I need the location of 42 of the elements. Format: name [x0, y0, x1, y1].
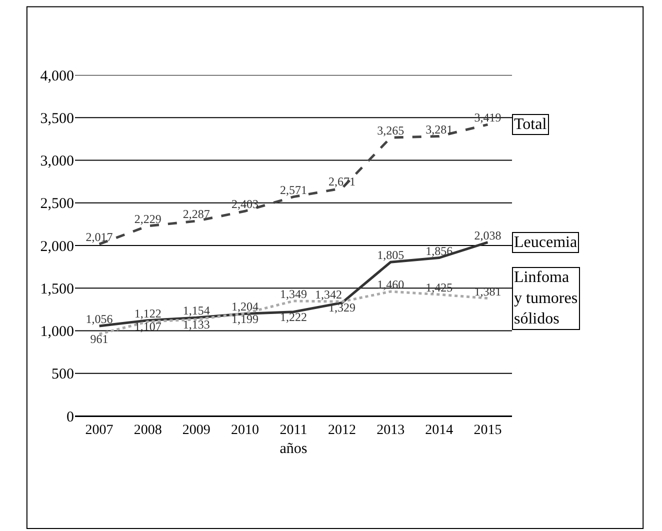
data-label: 1,342: [315, 288, 342, 302]
data-label: 961: [90, 332, 108, 346]
data-label: 1,222: [280, 310, 307, 324]
data-label: 1,133: [182, 317, 210, 332]
x-tick-label: 2008: [134, 422, 162, 438]
data-label: 1,056: [86, 312, 113, 326]
y-tick-label: 0: [66, 409, 74, 426]
y-tick-label: 500: [52, 366, 74, 383]
x-tick-label: 2009: [182, 422, 210, 438]
series-label: Total: [514, 116, 548, 133]
x-tick-label: 2010: [230, 422, 259, 438]
y-tick-label: 4,000: [40, 68, 74, 84]
x-tick-label: 2007: [85, 422, 114, 438]
data-label: 2,038: [474, 228, 502, 242]
series-label: Linfoma y tumores sólidos: [514, 269, 578, 328]
data-label: 1,381: [474, 284, 502, 298]
series-label: Leucemia: [514, 234, 578, 251]
x-tick-label: 2012: [328, 422, 356, 438]
data-label: 3,265: [377, 124, 404, 138]
data-label: 1,204: [231, 299, 258, 314]
data-label: 1,107: [134, 320, 162, 334]
x-tick-label: 2011: [280, 422, 308, 438]
x-tick-label: 2014: [425, 422, 454, 438]
data-label: 2,229: [134, 212, 162, 226]
data-label: 1,805: [377, 248, 404, 262]
y-tick-label: 2,500: [40, 196, 74, 212]
x-tick-label: 2013: [376, 422, 405, 438]
data-label: 1,122: [134, 306, 162, 320]
data-label: 1,199: [231, 312, 258, 326]
data-label: 2,017: [86, 230, 113, 244]
data-label: 2,287: [182, 207, 210, 222]
y-tick-label: 1,500: [40, 281, 74, 298]
y-tick-label: 2,000: [40, 238, 74, 255]
x-axis-title: años: [280, 440, 308, 457]
data-label: 2,571: [280, 182, 307, 197]
data-label: 3,281: [426, 122, 453, 136]
y-tick-label: 3,000: [40, 154, 74, 170]
data-label: 1,349: [280, 287, 307, 301]
y-tick-label: 1,000: [40, 324, 74, 340]
y-tick-label: 3,500: [40, 110, 74, 127]
data-label: 1,154: [182, 304, 210, 318]
x-tick-label: 2015: [474, 422, 502, 438]
